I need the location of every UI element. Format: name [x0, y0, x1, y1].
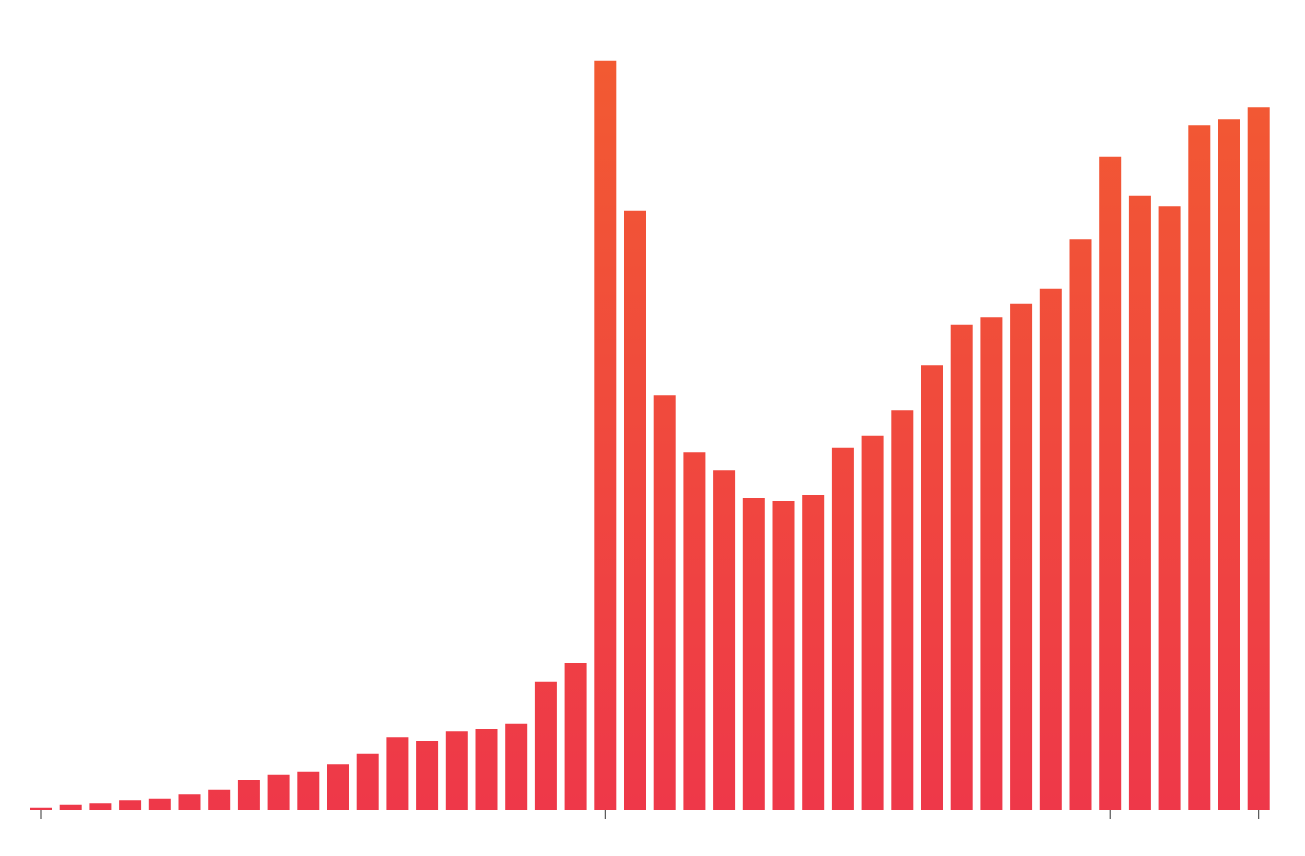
- bar: [1128, 195, 1151, 810]
- bar: [1247, 107, 1270, 810]
- bar: [921, 365, 943, 810]
- bar: [356, 753, 379, 810]
- bar: [267, 774, 290, 810]
- bar: [178, 794, 201, 810]
- bar: [208, 789, 231, 810]
- bar: [475, 729, 498, 810]
- bar: [980, 317, 1003, 810]
- bar: [119, 800, 142, 810]
- bar: [653, 395, 676, 810]
- bar: [683, 452, 706, 810]
- bar: [831, 447, 854, 810]
- bar: [1218, 119, 1240, 810]
- bar: [861, 435, 884, 810]
- bar: [742, 498, 765, 810]
- bar: [594, 60, 617, 810]
- bar: [89, 803, 112, 810]
- bar: [416, 741, 439, 810]
- bar: [59, 804, 82, 810]
- bar: [564, 663, 587, 810]
- bar: [802, 495, 825, 810]
- bar: [505, 723, 528, 810]
- bar: [327, 764, 349, 810]
- bar: [297, 771, 320, 810]
- bar: [445, 731, 468, 810]
- bar: [1010, 303, 1033, 810]
- bar: [1158, 206, 1181, 810]
- bar: [772, 501, 795, 810]
- bar: [1069, 239, 1092, 810]
- bar: [1039, 288, 1062, 810]
- bar: [950, 324, 973, 810]
- bar: [891, 410, 914, 810]
- bar: [1099, 156, 1122, 810]
- bar: [713, 470, 736, 810]
- bar: [1188, 125, 1211, 810]
- bar: [30, 807, 52, 810]
- bar: [386, 737, 409, 810]
- bar: [237, 780, 260, 810]
- bar: [534, 681, 557, 810]
- bar: [148, 798, 171, 810]
- bar: [624, 210, 646, 810]
